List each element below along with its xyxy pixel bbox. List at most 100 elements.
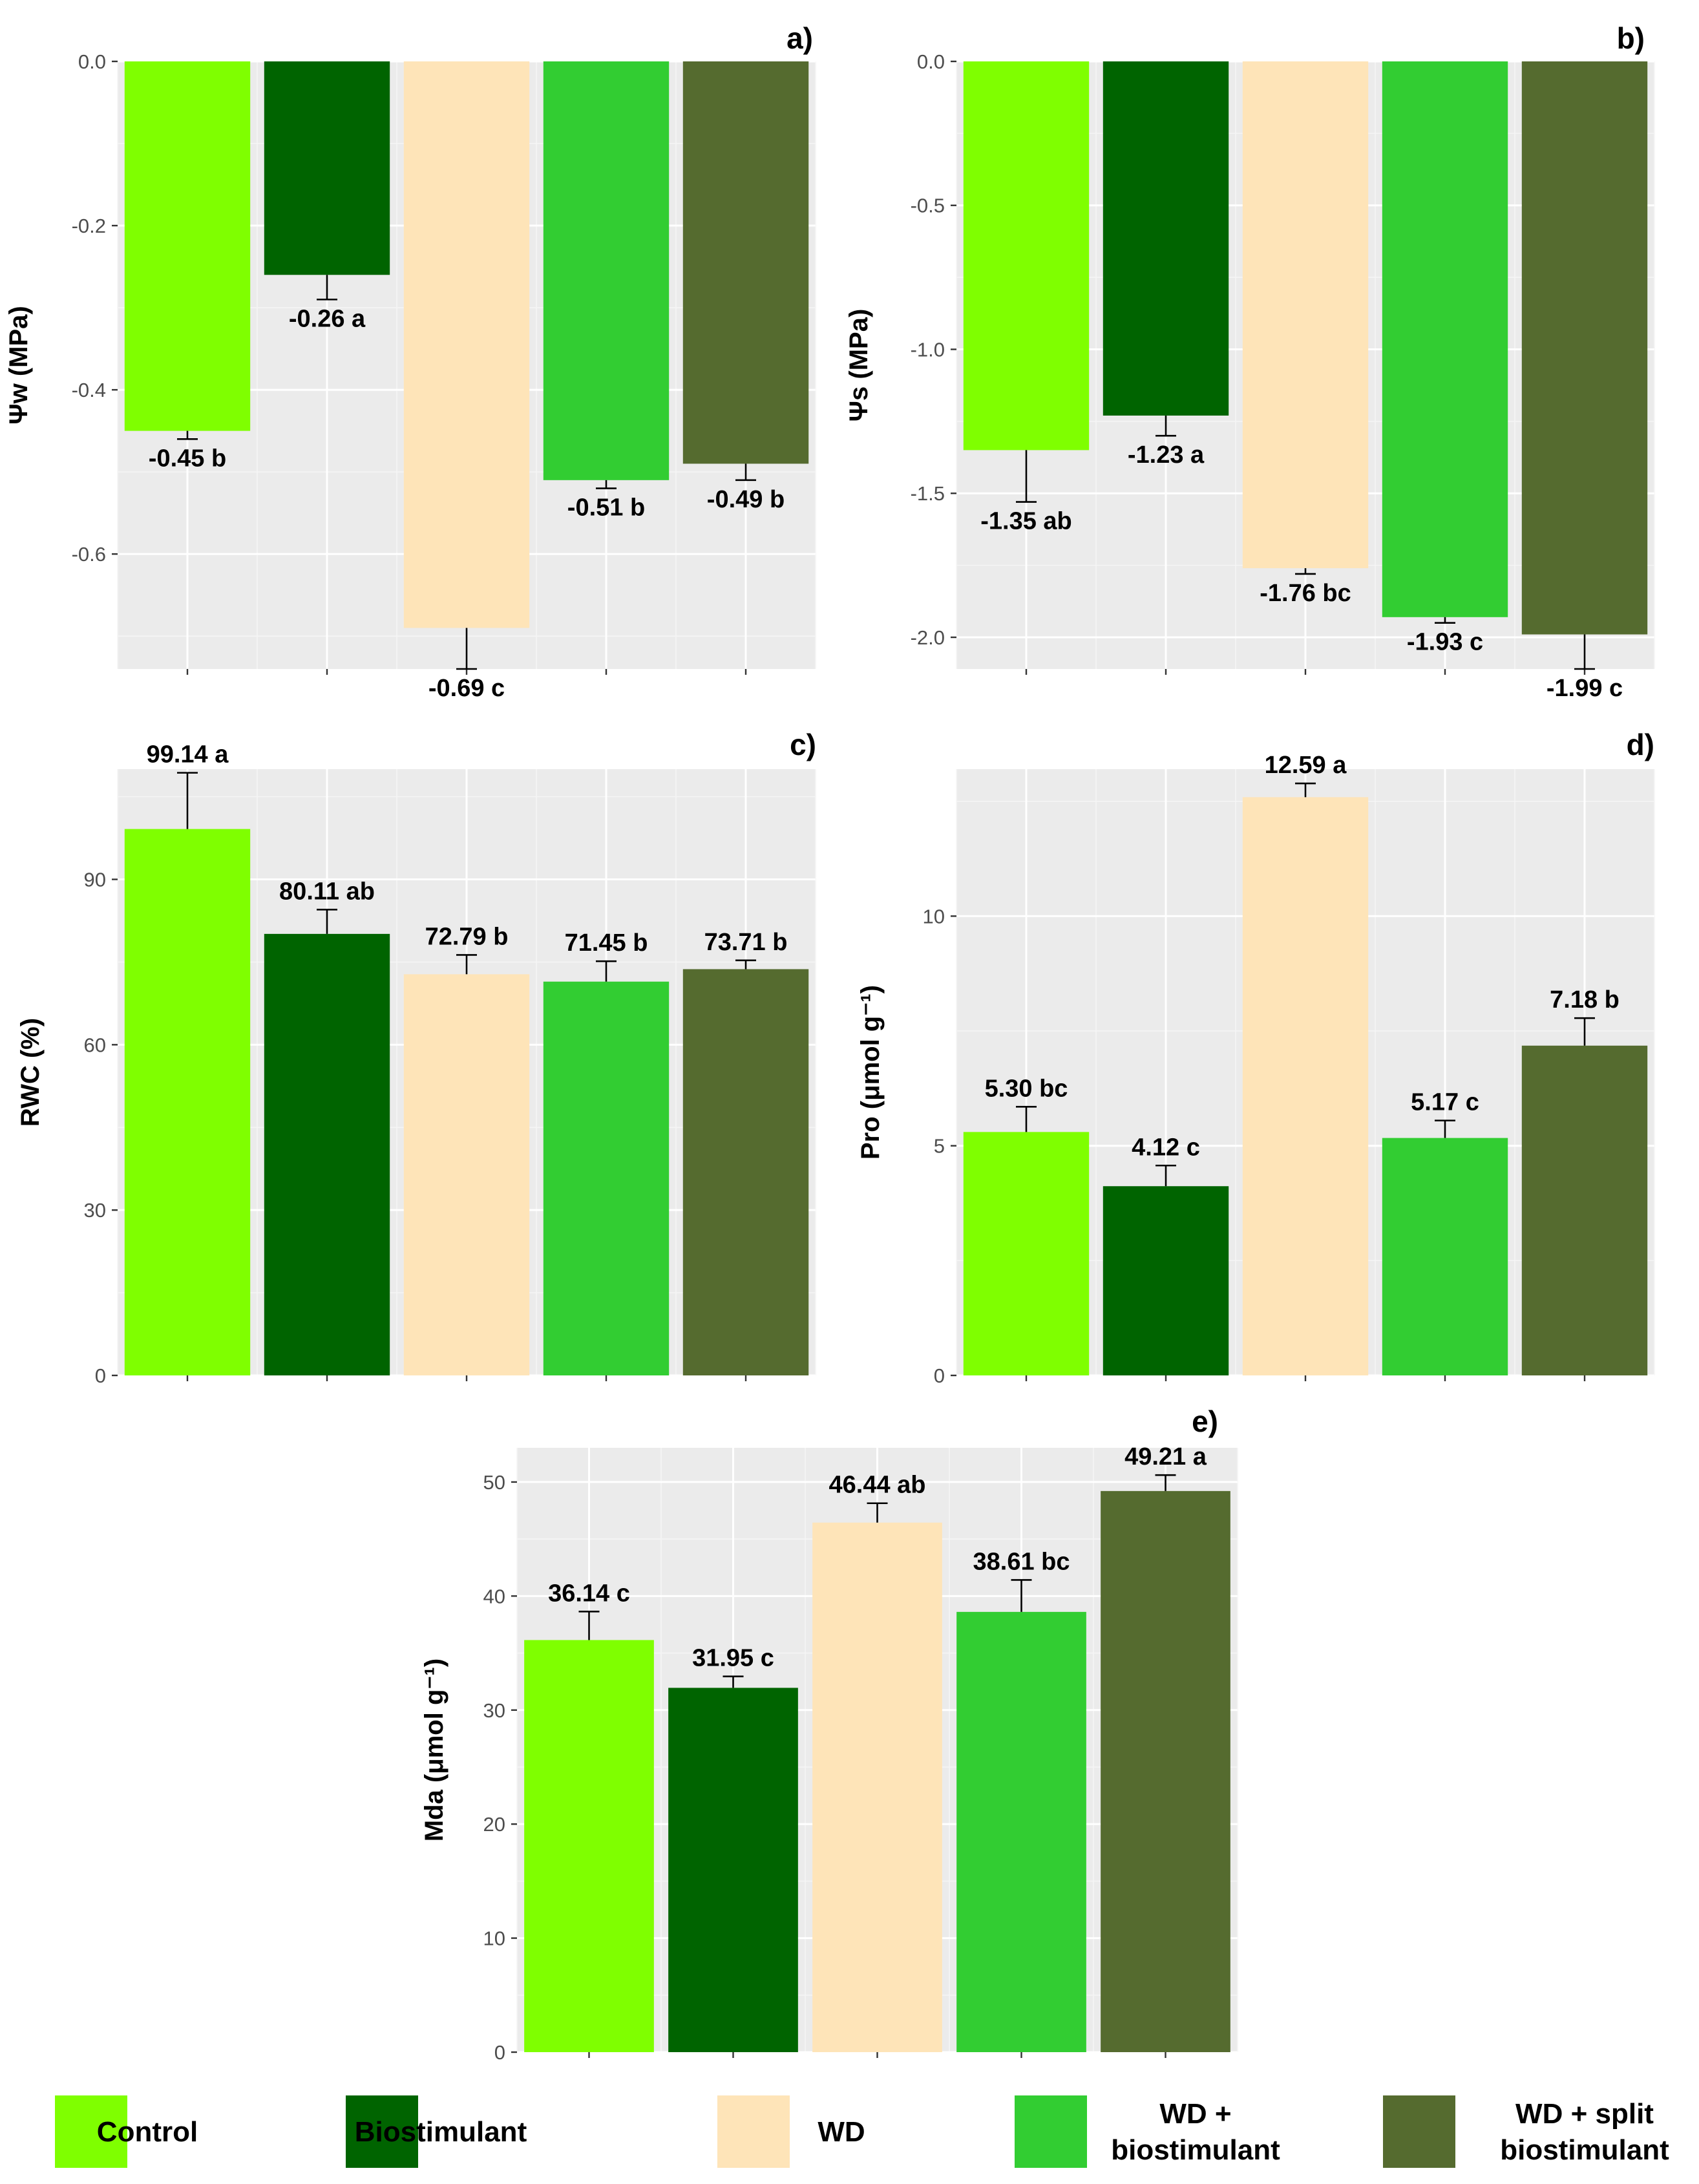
legend-label: biostimulant [1111,2134,1280,2166]
bar [1521,61,1648,635]
data-label: -0.69 c [428,675,505,702]
legend-swatch [55,2095,127,2168]
data-label: 12.59 a [1265,752,1347,779]
data-label: 36.14 c [548,1580,630,1607]
legend-swatch [1383,2095,1455,2168]
y-tick-label: -0.6 [72,543,106,566]
legend-label: WD [818,2116,865,2148]
bar [524,1640,654,2052]
y-tick-label: -1.0 [911,338,945,361]
y-axis-label: Pro (μmol g⁻¹) [856,985,885,1160]
legend-label: Biostimulant [355,2116,527,2148]
y-tick-label: 0 [95,1364,106,1387]
y-tick-label: 90 [84,869,106,891]
y-tick-label: 0.0 [917,50,945,73]
legend-label: biostimulant [1500,2134,1669,2166]
data-label: 80.11 ab [279,878,375,905]
bar [403,974,530,1375]
y-tick-label: 30 [84,1199,106,1222]
bar [1103,1186,1229,1375]
bar [543,61,670,480]
legend: Control Biostimulant WD WD + biostimulant WD … [55,2095,1669,2168]
data-label: 5.30 bc [985,1075,1068,1102]
y-axis-label: Mda (μmol g⁻¹) [420,1659,448,1841]
data-label: 46.44 ab [829,1472,926,1499]
y-tick-label: 0 [494,2041,505,2064]
panel-tag: e) [1192,1405,1218,1438]
bar [812,1522,942,2052]
legend-label: Control [97,2116,198,2148]
y-tick-label: 40 [483,1585,505,1607]
y-tick-label: 60 [84,1034,106,1056]
panel-tag: c) [790,728,816,761]
bar [1382,1138,1508,1375]
bar [543,981,670,1375]
bar [682,969,809,1375]
bar [264,61,390,275]
y-tick-label: 10 [483,1927,505,1950]
panel-tag: a) [786,21,813,55]
y-axis-label: Ψw (MPa) [5,306,33,424]
data-label: 72.79 b [425,923,509,950]
y-tick-label: -0.2 [72,215,106,237]
data-label: 7.18 b [1550,986,1620,1013]
panel-d-proline: 0 5 10 5.30 bc 4.12 c 12.59 a 5.17 c 7.18 b Pro … [856,728,1655,1387]
legend-label: WD + [1159,2098,1231,2130]
panel-a-psi-w: 0.0 -0.2 -0.4 -0.6 -0.45 b -0.26 a -0.69 c -0.5… [5,21,816,702]
panel-b-psi-s: 0.0 -0.5 -1.0 -1.5 -2.0 -1.35 ab -1.23 a -1.76 … [845,21,1655,702]
bar [1242,61,1369,569]
bar [264,933,390,1375]
y-tick-label: -0.4 [72,379,106,401]
y-tick-label: 10 [923,905,945,928]
y-tick-label: 0 [934,1364,945,1387]
bar [956,1611,1086,2052]
y-tick-label: 20 [483,1813,505,1836]
data-label: -1.23 a [1128,441,1205,469]
data-label: -1.76 bc [1260,580,1351,607]
data-label: -0.51 b [567,494,645,522]
y-tick-label: 5 [934,1135,945,1158]
bar [403,61,530,628]
data-label: -0.26 a [289,305,366,332]
data-label: 73.71 b [704,929,788,956]
bar [963,1132,1090,1375]
y-tick-label: -2.0 [911,626,945,649]
y-tick-label: -0.5 [911,195,945,217]
data-label: -1.99 c [1546,675,1623,702]
y-axis-label: Ψs (MPa) [845,309,873,422]
bar [124,61,251,431]
bar [1521,1045,1648,1375]
data-label: 5.17 c [1411,1089,1479,1116]
panel-c-rwc: 0 30 60 90 99.14 a 80.11 ab 72.79 b 71.45 b 73.7… [16,728,816,1387]
bar [1242,797,1369,1375]
bar [1101,1490,1230,2052]
bar [1382,61,1508,617]
data-label: 99.14 a [147,741,229,769]
data-label: -1.35 ab [980,508,1072,535]
bar [963,61,1090,451]
bar [1103,61,1229,416]
legend-swatch [1015,2095,1087,2168]
panel-e-mda: 0 10 20 30 40 50 36.14 c 31.95 c 46.44 ab 38.61 b… [420,1405,1238,2064]
bar [682,61,809,464]
data-label: -0.49 b [707,486,785,513]
data-label: 71.45 b [565,929,648,957]
legend-swatch [717,2095,790,2168]
bar [668,1688,798,2052]
data-label: -0.45 b [149,445,226,472]
legend-swatch [346,2095,418,2168]
data-label: 38.61 bc [973,1548,1070,1575]
y-tick-label: 0.0 [78,50,106,73]
bar [124,829,251,1375]
panel-tag: b) [1617,21,1645,55]
data-label: 4.12 c [1132,1134,1200,1161]
y-tick-label: 30 [483,1699,505,1722]
data-label: 49.21 a [1124,1443,1207,1470]
y-tick-label: 50 [483,1471,505,1494]
panel-tag: d) [1627,728,1654,761]
y-tick-label: -1.5 [911,482,945,505]
legend-label: WD + split [1515,2098,1654,2130]
data-label: 31.95 c [692,1645,774,1672]
data-label: -1.93 c [1407,629,1483,656]
